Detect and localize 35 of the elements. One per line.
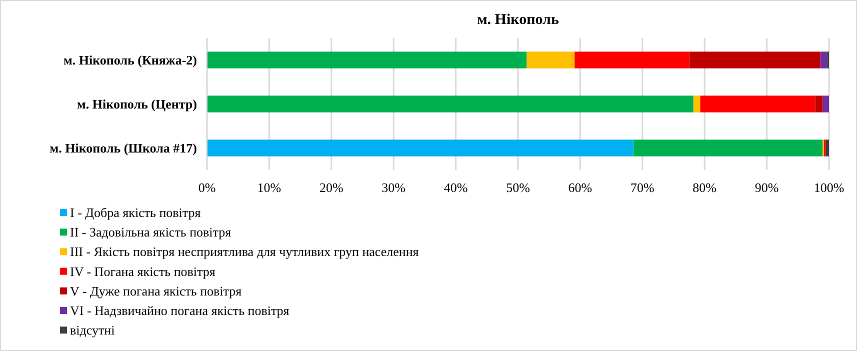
legend-label: III - Якість повітря несприятлива для чутливих груп населення [70,244,419,260]
x-tick-label: 100% [814,180,844,195]
x-tick-label: 50% [506,180,530,195]
bar [820,52,828,68]
bar [826,140,829,156]
x-tick-label: 30% [382,180,406,195]
bar [700,96,816,112]
bar [815,96,823,112]
bar [574,52,690,68]
bar [822,96,829,112]
y-tick-label: м. Нікополь (Школа #17) [50,140,197,156]
bar [207,52,527,68]
x-tick-label: 10% [257,180,282,195]
x-tick-label: 70% [630,180,654,195]
y-tick-label: м. Нікополь (Центр) [77,96,197,112]
legend-label: II - Задовільна якість повітря [70,224,232,240]
x-tick-label: 40% [444,180,468,195]
bar [207,96,694,112]
x-tick-label: 0% [198,180,216,195]
bar [526,52,575,68]
y-tick-label: м. Нікополь (Княжа-2) [64,52,197,68]
legend-label: I - Добра якість повітря [70,205,201,220]
bar [634,140,823,156]
legend-label: VI - Надзвичайно погана якість повітря [70,303,290,318]
legend-label: відсутні [70,322,116,338]
chart-title: м. Нікополь [477,12,559,28]
legend-label: IV - Погана якість повітря [70,264,216,279]
x-tick-label: 80% [692,180,717,195]
x-tick-label: 90% [754,180,779,195]
bar [690,52,820,68]
x-tick-label: 20% [319,180,344,195]
bar [693,96,700,112]
legend-label: V - Дуже погана якість повітря [70,283,242,298]
x-tick-label: 60% [568,180,592,195]
bar [207,140,634,156]
